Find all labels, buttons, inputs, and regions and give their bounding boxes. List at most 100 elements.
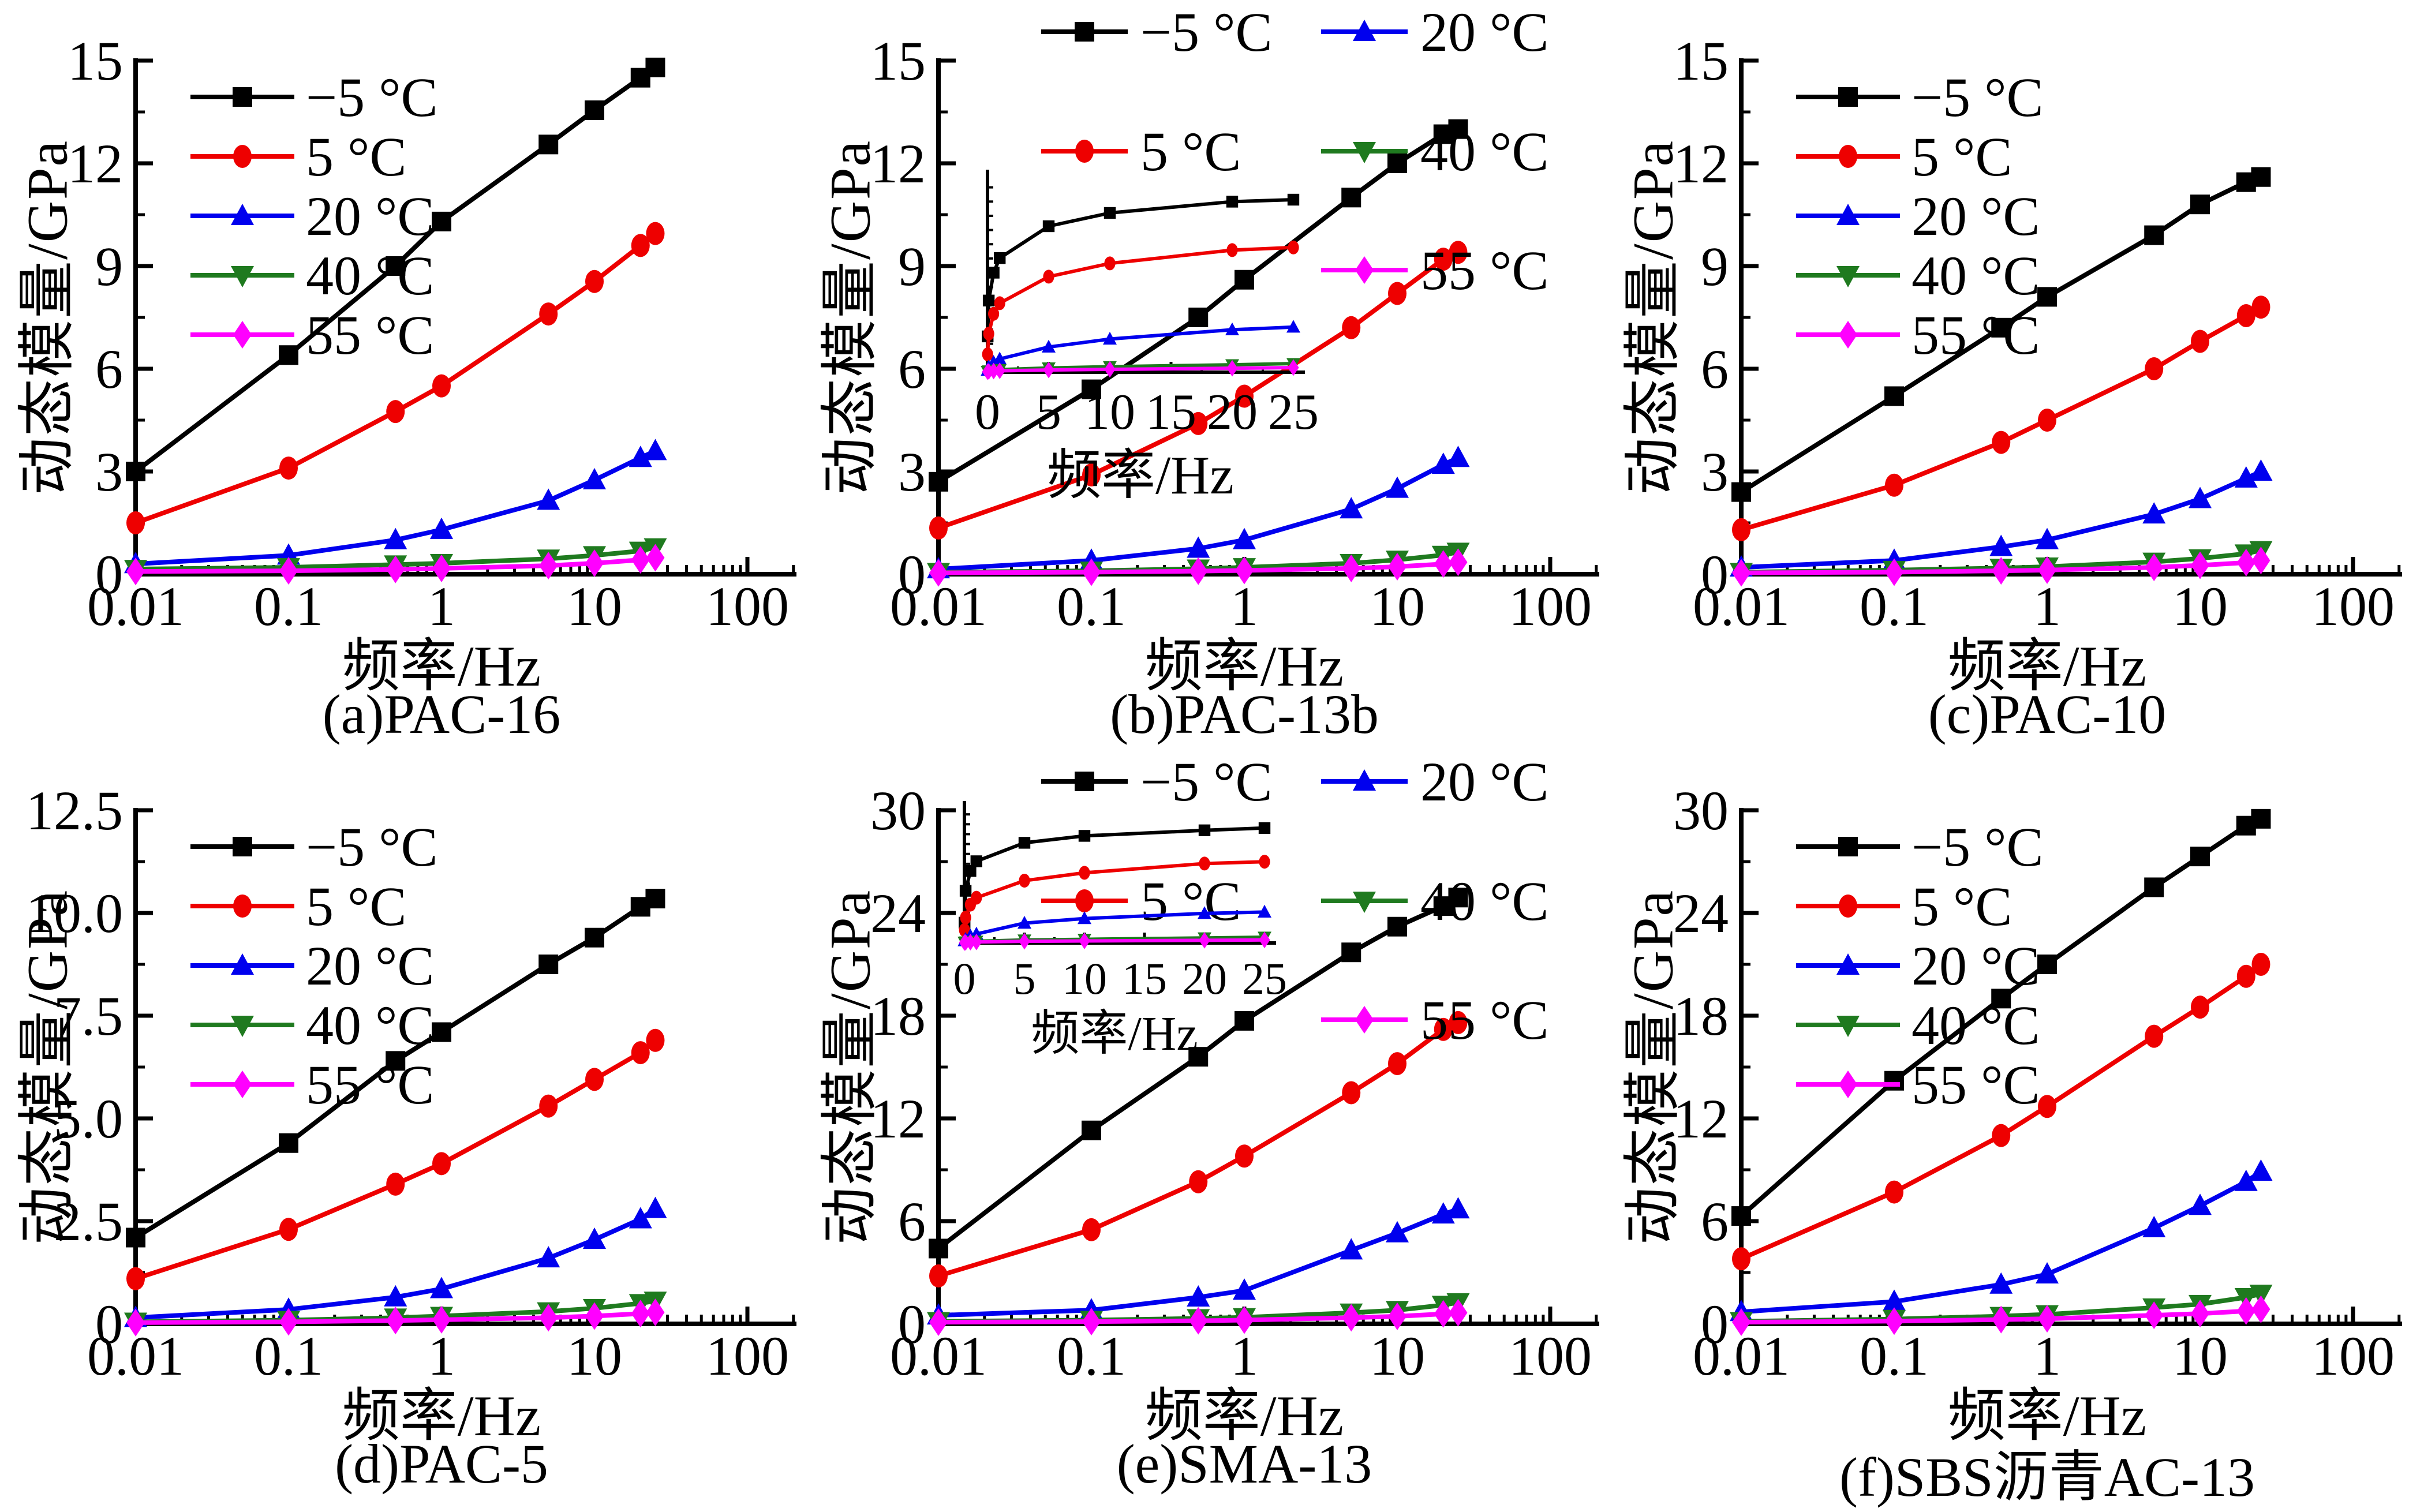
y-tick-label: 9	[1701, 235, 1729, 297]
legend-label: −5 °C	[1140, 1, 1273, 63]
legend-label: 5 °C	[1140, 870, 1241, 932]
series-20 °C	[927, 1196, 1470, 1324]
x-tick-label: 1	[1230, 575, 1258, 637]
y-tick-label: 6	[95, 338, 123, 400]
inset-x-tick-label: 0	[975, 384, 1000, 440]
series-55 °C	[126, 1298, 665, 1337]
legend-label: 55 °C	[1420, 239, 1548, 301]
x-tick-label: 10	[1370, 1325, 1425, 1387]
legend-label: 20 °C	[306, 935, 434, 997]
legend-label: 5 °C	[306, 875, 406, 937]
legend-label: −5 °C	[1140, 751, 1273, 813]
x-tick-label: 0.1	[254, 575, 323, 637]
axes: 0 3 6 9 12 15 0.01 0.1 1 10 100	[68, 30, 796, 637]
y-tick-label: 6	[898, 338, 926, 400]
panel-c: 动态模量/GPa 0 3 6 9 12 15 0.01 0.1 1 10 100 −5 °C 5 °C 2…	[1606, 0, 2408, 749]
series-5 °C	[1732, 952, 2270, 1270]
legend-label: 40 °C	[306, 245, 434, 306]
legend-label: 20 °C	[306, 185, 434, 247]
y-tick-label: 0	[95, 1293, 123, 1355]
x-tick-label: 10	[1370, 575, 1425, 637]
legend-label: 55 °C	[1420, 989, 1548, 1051]
series-−5 °C	[126, 888, 665, 1247]
legend-label: −5 °C	[1912, 66, 2044, 128]
inset-x-tick-label: 15	[1146, 384, 1196, 440]
legend: −5 °C5 °C20 °C40 °C55 °C	[1041, 1, 1548, 301]
x-tick-label: 1	[1230, 1325, 1258, 1387]
x-axis-label: 频率/Hz	[342, 634, 541, 698]
x-axis-label: 频率/Hz	[1947, 634, 2147, 698]
panel-f: 动态模量/GPa 0 6 12 18 24 30 0.01 0.1 1 10 100 −5 °C 5 °…	[1606, 750, 2408, 1508]
inset-x-axis-label: 频率/Hz	[1031, 1007, 1198, 1061]
y-tick-label: 12	[870, 133, 926, 194]
x-tick-label: 100	[2311, 575, 2395, 637]
x-tick-label: 0.1	[1860, 1325, 1929, 1387]
subplot-caption: (b)PAC-13b	[1110, 683, 1379, 745]
legend-label: 40 °C	[1420, 121, 1548, 182]
inset-x-tick-label: 5	[1036, 384, 1061, 440]
y-tick-label: 15	[870, 30, 926, 92]
x-tick-label: 10	[2172, 575, 2228, 637]
y-tick-label: 3	[95, 441, 123, 503]
x-tick-label: 100	[1509, 1325, 1592, 1387]
inset-x-tick-label: 25	[1268, 384, 1319, 440]
legend: −5 °C5 °C20 °C40 °C55 °C	[1796, 816, 2044, 1116]
y-tick-label: 10.0	[26, 882, 123, 944]
y-tick-label: 9	[95, 235, 123, 297]
y-tick-label: 6	[898, 1191, 926, 1252]
panel-e: 动态模量/GPa 0 6 12 18 24 30 0.01 0.1 1 10 100 −5 °C 5 °…	[803, 750, 1606, 1499]
series-−5 °C	[929, 119, 1468, 492]
series-5 °C	[929, 1011, 1468, 1288]
x-tick-label: 1	[428, 1325, 455, 1387]
y-tick-label: 0	[898, 544, 926, 605]
inset-x-axis-label: 频率/Hz	[1047, 446, 1234, 506]
series-5 °C	[929, 241, 1468, 540]
y-tick-label: 3	[1701, 441, 1729, 503]
x-tick-label: 1	[2033, 575, 2061, 637]
y-tick-label: 3	[898, 441, 926, 503]
y-tick-label: 6	[1701, 1191, 1729, 1252]
y-tick-label: 24	[1673, 882, 1729, 944]
x-axis-label: 频率/Hz	[342, 1383, 541, 1448]
plot-area-a: 0 3 6 9 12 15 0.01 0.1 1 10 100 −5 °C5 °C20 °C40 °C…	[68, 30, 796, 637]
x-tick-label: 0.01	[87, 575, 184, 637]
inset-x-tick-label: 20	[1207, 384, 1258, 440]
x-tick-label: 100	[2311, 1325, 2395, 1387]
legend-label: 20 °C	[1912, 185, 2040, 247]
y-tick-label: 12	[1673, 133, 1729, 194]
subplot-caption: (a)PAC-16	[322, 683, 561, 745]
legend-label: 55 °C	[306, 1054, 434, 1116]
legend-label: 40 °C	[1912, 994, 2040, 1056]
legend-label: 20 °C	[1420, 1, 1548, 63]
inset-x-tick-label: 15	[1122, 953, 1167, 1004]
y-tick-label: 12	[870, 1088, 926, 1150]
series-−5 °C	[929, 887, 1468, 1258]
series-20 °C	[124, 1196, 667, 1327]
subplot-caption: (e)SMA-13	[1116, 1432, 1372, 1495]
y-tick-label: 2.5	[54, 1191, 123, 1252]
inset-x-tick-label: 0	[953, 953, 976, 1004]
inset-x-tick-label: 5	[1013, 953, 1036, 1004]
plot-area-d: 02.55.07.510.012.50.01 0.1 1 10 100−5 °C5 °C…	[26, 780, 796, 1387]
series-20 °C	[124, 439, 667, 574]
subplot-caption: (d)PAC-5	[335, 1432, 548, 1495]
y-tick-label: 30	[870, 780, 926, 841]
panel-d: 动态模量/GPa 0 2.5 5.0 7.5 10.0 12.5 0.01 0.1 1 10 100…	[0, 750, 803, 1499]
series-5 °C	[126, 222, 665, 534]
panel-a: 动态模量/GPa 0 3 6 9 12 15 0.01 0.1 1 10 100 −5 °C 5 °C 2…	[0, 0, 803, 749]
series-55 °C	[1732, 547, 2270, 587]
legend: −5 °C5 °C20 °C40 °C55 °C	[1796, 66, 2044, 366]
x-axis-label: 频率/Hz	[1144, 634, 1344, 698]
y-tick-label: 24	[870, 882, 926, 944]
y-tick-label: 18	[870, 985, 926, 1047]
series-20 °C	[1730, 1159, 2273, 1321]
y-tick-label: 0	[1701, 1293, 1729, 1355]
